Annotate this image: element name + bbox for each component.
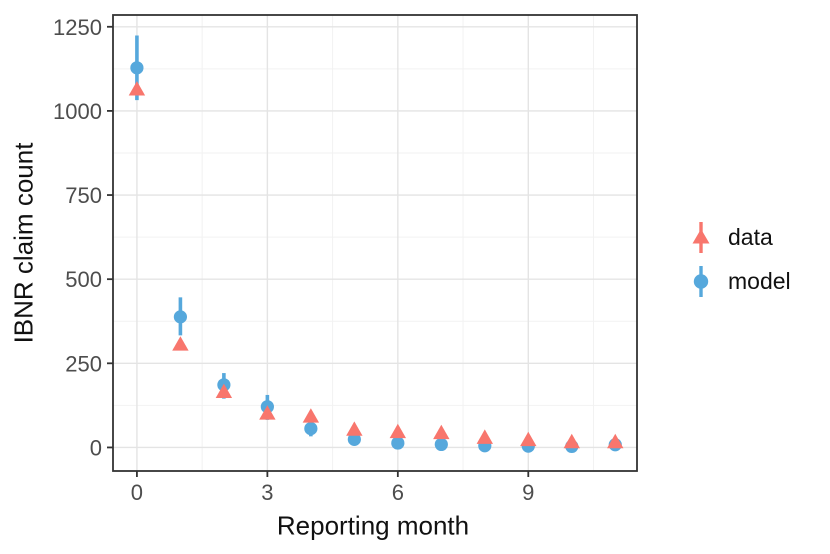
x-tick-label: 3 bbox=[261, 480, 273, 505]
data-point bbox=[259, 405, 276, 420]
model-point bbox=[304, 421, 318, 436]
model-point bbox=[434, 437, 448, 452]
model-point bbox=[173, 310, 188, 324]
y-tick-label: 1250 bbox=[53, 15, 102, 40]
y-tick-label: 1000 bbox=[53, 99, 102, 124]
plot-panel bbox=[113, 15, 637, 471]
x-tick-label: 6 bbox=[392, 480, 404, 505]
data-point bbox=[476, 429, 494, 444]
model-point bbox=[130, 61, 144, 75]
x-tick-label: 9 bbox=[522, 480, 534, 505]
data-point bbox=[215, 383, 233, 399]
x-axis-title: Reporting month bbox=[276, 510, 470, 541]
y-axis-title: IBNR claim count bbox=[8, 142, 39, 344]
data-point bbox=[172, 336, 189, 351]
data-point bbox=[128, 81, 146, 96]
data-key-triangle-icon bbox=[692, 229, 710, 244]
legend-label-data: data bbox=[728, 224, 773, 250]
data-pointrange-icon bbox=[692, 222, 710, 253]
y-tick-label: 500 bbox=[65, 267, 102, 292]
data-point bbox=[346, 421, 363, 436]
y-tick-label: 750 bbox=[65, 183, 102, 208]
plot-panel-border bbox=[112, 14, 638, 472]
data-point bbox=[520, 431, 537, 447]
model-pointrange-icon bbox=[693, 266, 709, 297]
legend-label-model: model bbox=[728, 268, 791, 294]
model-point bbox=[391, 436, 405, 450]
y-tick-label: 0 bbox=[90, 435, 102, 460]
data-point bbox=[563, 433, 580, 449]
y-tick-label: 250 bbox=[65, 351, 102, 376]
legend-item-data: data bbox=[686, 219, 791, 256]
data-point bbox=[607, 433, 624, 449]
data-point bbox=[389, 423, 407, 439]
model-point bbox=[347, 432, 361, 446]
legend: data model bbox=[686, 219, 791, 300]
data-point bbox=[433, 424, 450, 440]
model-key-circle-icon bbox=[693, 274, 709, 289]
data-point bbox=[302, 408, 320, 423]
legend-item-model: model bbox=[686, 263, 791, 300]
x-tick-label: 0 bbox=[131, 480, 143, 505]
